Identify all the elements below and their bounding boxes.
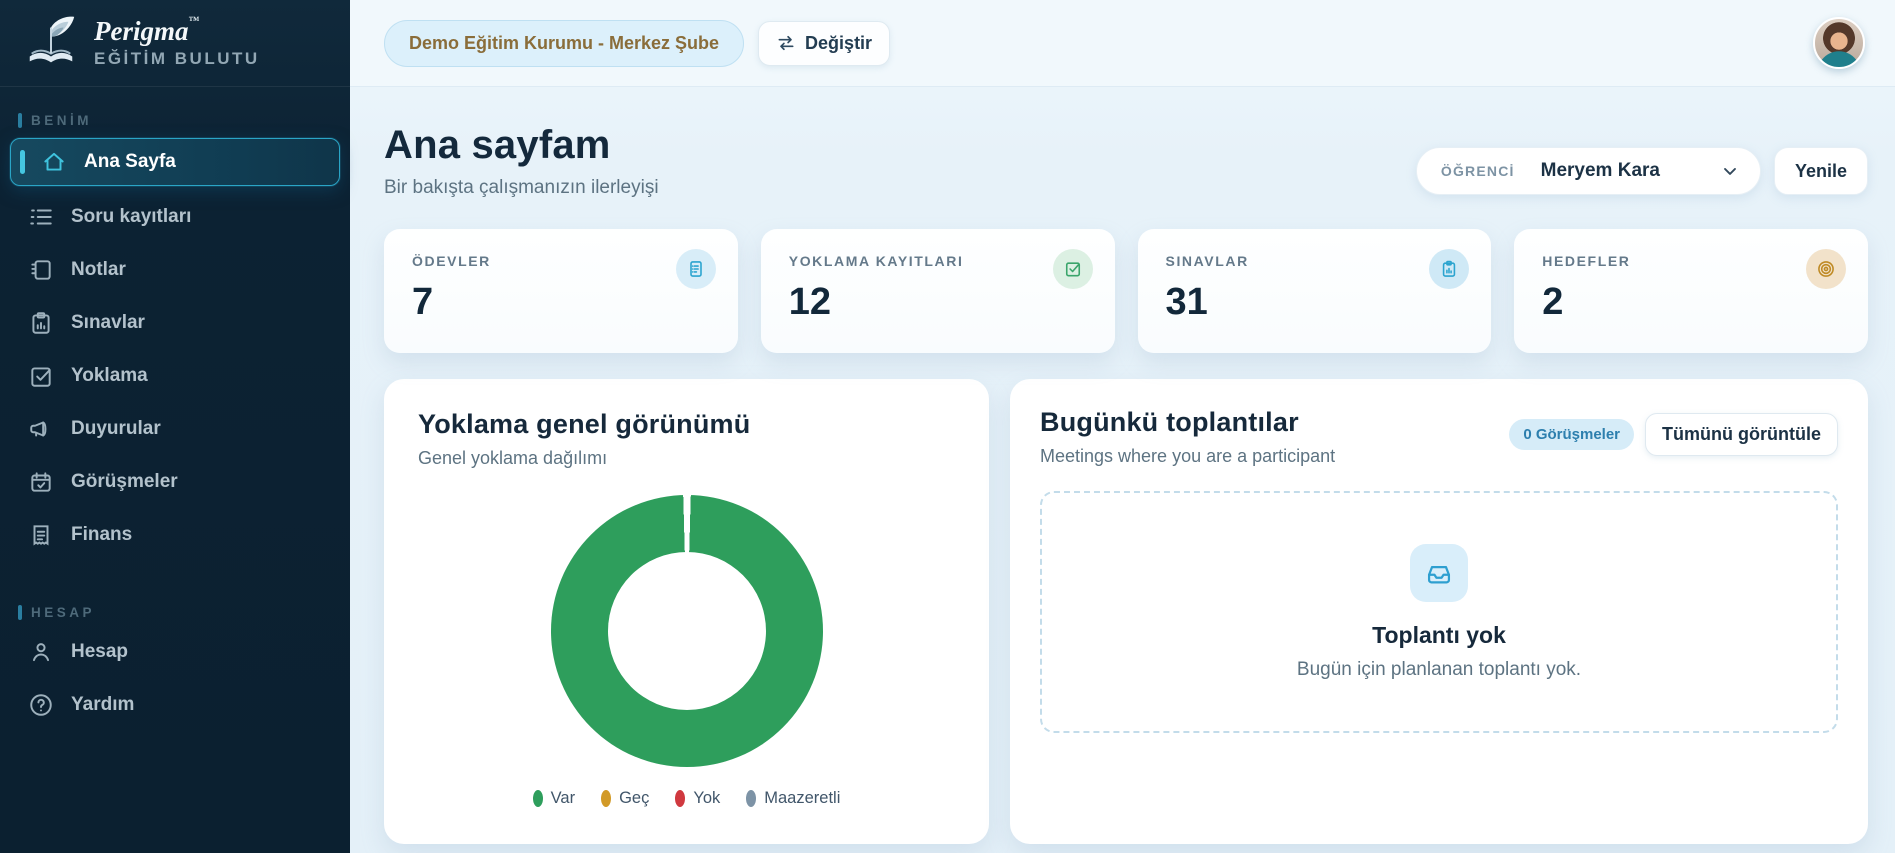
- chevron-down-icon: [1724, 168, 1736, 175]
- page-subtitle: Bir bakışta çalışmanızın ilerleyişi: [384, 177, 659, 198]
- legend-marker-red: [675, 790, 686, 807]
- attendance-overview-card: Yoklama genel görünümü Genel yoklama dağ…: [384, 379, 989, 844]
- section-label-hesap: HESAP: [18, 605, 350, 620]
- change-institution-button[interactable]: Değiştir: [758, 20, 891, 66]
- meetings-card-subtitle: Meetings where you are a participant: [1040, 446, 1336, 466]
- meetings-card: Bugünkü toplantılar Meetings where you a…: [1010, 379, 1868, 844]
- user-avatar[interactable]: [1813, 17, 1865, 69]
- meetings-empty-state: Toplantı yok Bugün için planlanan toplan…: [1040, 491, 1838, 733]
- legend-marker-amber: [601, 790, 612, 807]
- sidebar-item-ana-sayfa[interactable]: Ana Sayfa: [10, 138, 340, 186]
- stat-label: HEDEFLER: [1542, 253, 1631, 269]
- clipboard-chart-icon: [1429, 249, 1470, 289]
- topbar: Demo Eğitim Kurumu - Merkez Şube Değişti…: [350, 0, 1895, 87]
- checkbox-icon: [31, 367, 51, 387]
- stat-card-yoklama-kayitlari: YOKLAMA KAYITLARI 12: [760, 229, 1115, 353]
- refresh-button[interactable]: Yenile: [1773, 147, 1868, 195]
- section-bar: [18, 113, 22, 128]
- receipt-icon: [33, 525, 49, 546]
- stat-card-odevler: ÖDEVLER 7: [384, 229, 738, 353]
- page-header: Ana sayfam Bir bakışta çalışmanızın iler…: [384, 123, 1868, 199]
- brand-name: Perigma™: [94, 14, 200, 46]
- section-label-benim: BENİM: [18, 113, 350, 128]
- trademark-symbol: ™: [188, 14, 200, 27]
- stat-value: 2: [1542, 281, 1564, 323]
- empty-state-title: Toplantı yok: [1372, 621, 1506, 648]
- swap-arrows-icon: [778, 35, 794, 51]
- stat-value: 12: [788, 281, 832, 323]
- user-icon: [32, 643, 50, 662]
- calendar-check-icon: [31, 472, 51, 492]
- main-area: Demo Eğitim Kurumu - Merkez Şube Değişti…: [350, 0, 1895, 853]
- student-selector-value: Meryem Kara: [1540, 160, 1660, 181]
- stat-label: ÖDEVLER: [412, 253, 491, 269]
- dashboard-cards: Yoklama genel görünümü Genel yoklama dağ…: [384, 379, 1868, 844]
- stat-label: YOKLAMA KAYITLARI: [788, 253, 964, 269]
- sidebar-item-gorusmeler[interactable]: Görüşmeler: [10, 460, 340, 504]
- legend-item-maazeretli: Maazeretli: [746, 789, 840, 808]
- sidebar-item-duyurular[interactable]: Duyurular: [10, 407, 340, 451]
- legend-item-yok: Yok: [675, 789, 720, 808]
- brand: Perigma™ EĞİTİM BULUTU: [0, 0, 350, 87]
- home-icon: [44, 152, 64, 171]
- stat-value: 31: [1165, 281, 1208, 323]
- checkbox-icon: [1052, 249, 1093, 289]
- winged-book-icon: [29, 16, 75, 63]
- meetings-count-badge: 0 Görüşmeler: [1509, 419, 1635, 450]
- header-controls: ÖĞRENCİ Meryem Kara Yenile: [1415, 147, 1868, 195]
- stat-card-hedefler: HEDEFLER 2: [1514, 229, 1868, 353]
- page-content: Ana sayfam Bir bakışta çalışmanızın iler…: [350, 87, 1895, 853]
- assignment-icon: [675, 249, 716, 289]
- meetings-card-title: Bugünkü toplantılar: [1040, 407, 1299, 437]
- help-icon: [30, 694, 52, 716]
- sidebar-nav: BENİM Ana Sayfa Soru kayıtları Notlar Sı…: [0, 87, 350, 736]
- page-title: Ana sayfam: [384, 123, 611, 167]
- megaphone-icon: [30, 421, 47, 437]
- legend-item-var: Var: [532, 789, 575, 808]
- inbox-icon: [1410, 543, 1468, 602]
- stats-row: ÖDEVLER 7 YOKLAMA KAYITLARI 12 SINAVLAR …: [384, 229, 1868, 353]
- institution-chip[interactable]: Demo Eğitim Kurumu - Merkez Şube: [384, 19, 745, 67]
- stat-value: 7: [412, 281, 434, 323]
- sidebar-item-hesap[interactable]: Hesap: [10, 630, 340, 674]
- sidebar-item-notlar[interactable]: Notlar: [10, 248, 340, 292]
- attendance-card-title: Yoklama genel görünümü: [418, 409, 751, 439]
- sidebar-item-sinavlar[interactable]: Sınavlar: [10, 301, 340, 345]
- sidebar-item-finans[interactable]: Finans: [10, 513, 340, 557]
- target-icon: [1806, 249, 1846, 289]
- stat-card-sinavlar: SINAVLAR 31: [1137, 229, 1492, 353]
- sidebar-item-yardim[interactable]: Yardım: [10, 683, 340, 727]
- clipboard-chart-icon: [32, 312, 50, 334]
- student-selector[interactable]: ÖĞRENCİ Meryem Kara: [1415, 147, 1761, 195]
- legend-marker-green: [532, 790, 543, 807]
- notebook-icon: [31, 260, 51, 280]
- empty-state-text: Bugün için planlanan toplantı yok.: [1296, 658, 1582, 680]
- student-selector-label: ÖĞRENCİ: [1440, 163, 1515, 179]
- brand-subtitle: EĞİTİM BULUTU: [94, 48, 260, 68]
- sidebar: Perigma™ EĞİTİM BULUTU BENİM Ana Sayfa S…: [0, 0, 350, 853]
- attendance-donut-chart: [550, 495, 823, 767]
- legend-item-gec: Geç: [601, 789, 649, 808]
- attendance-card-subtitle: Genel yoklama dağılımı: [418, 448, 608, 468]
- list-icon: [30, 209, 52, 225]
- section-bar: [18, 605, 22, 620]
- legend-marker-slate: [746, 790, 757, 807]
- chart-legend: Var Geç Yok Maazeretli: [418, 789, 955, 808]
- stat-label: SINAVLAR: [1165, 253, 1249, 269]
- sidebar-item-soru-kayitlari[interactable]: Soru kayıtları: [10, 195, 340, 239]
- view-all-meetings-button[interactable]: Tümünü görüntüle: [1645, 413, 1838, 456]
- sidebar-item-yoklama[interactable]: Yoklama: [10, 354, 340, 398]
